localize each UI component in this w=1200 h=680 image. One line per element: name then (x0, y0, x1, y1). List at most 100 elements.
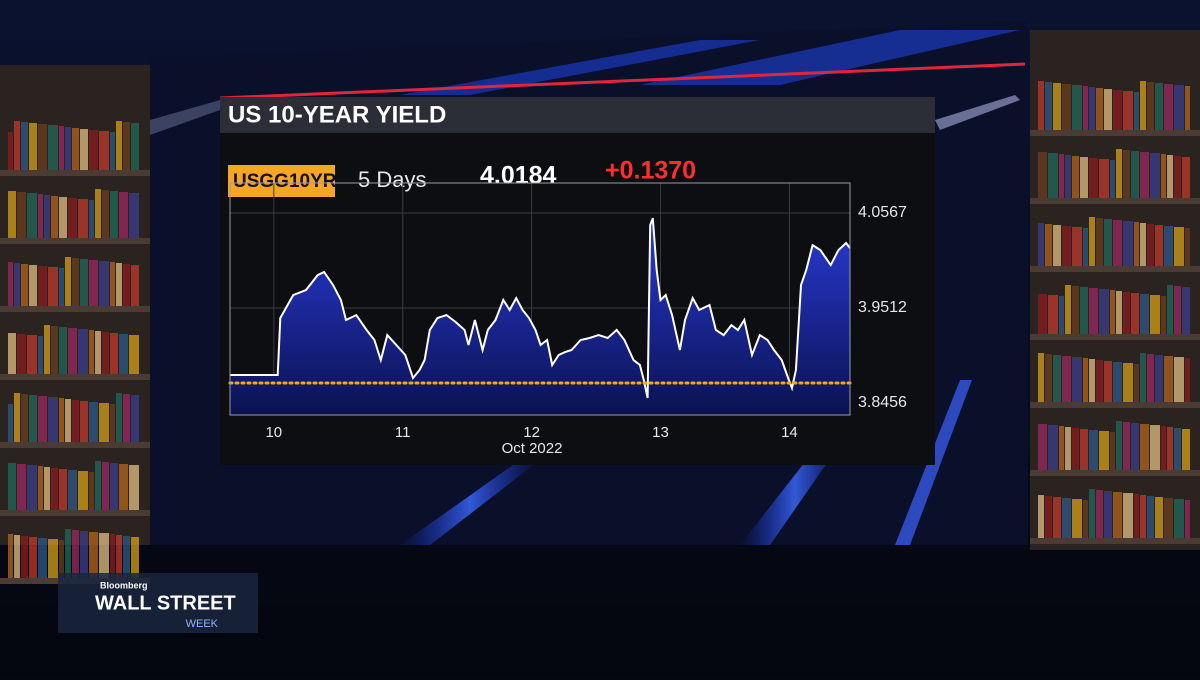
book (59, 126, 64, 170)
book (1140, 81, 1146, 130)
chart-title: US 10-YEAR YIELD (228, 101, 446, 128)
book (1113, 90, 1122, 130)
book (1123, 422, 1130, 470)
book (44, 195, 50, 238)
shelf-board (1030, 334, 1200, 340)
book (8, 333, 16, 374)
x-tick-label: 12 (523, 424, 540, 441)
book (1059, 296, 1064, 334)
book (1053, 225, 1061, 266)
book (1096, 360, 1103, 402)
book (1059, 154, 1064, 198)
book (1123, 221, 1133, 266)
book (8, 463, 16, 510)
book (8, 262, 13, 306)
shelf-board (1030, 266, 1200, 272)
book (1038, 223, 1044, 266)
book (38, 266, 47, 306)
book (1140, 424, 1149, 470)
book (27, 193, 37, 238)
book (48, 397, 58, 442)
book (1164, 356, 1173, 402)
book (131, 123, 139, 170)
book (59, 398, 64, 442)
book (1182, 287, 1190, 334)
book (1089, 359, 1095, 402)
book (1155, 225, 1163, 266)
book (1161, 154, 1166, 198)
book (99, 403, 109, 442)
book (1096, 490, 1103, 538)
book (8, 404, 13, 442)
book (1140, 294, 1149, 334)
book (110, 534, 115, 578)
plot-frame (229, 182, 851, 416)
shelf-board (0, 170, 150, 176)
book (1083, 228, 1088, 266)
book (51, 468, 58, 510)
book (89, 532, 98, 578)
book (1147, 354, 1154, 402)
book (1123, 91, 1133, 130)
book (1110, 290, 1115, 334)
book (8, 191, 16, 238)
book (1065, 427, 1071, 470)
book (1065, 285, 1071, 334)
book (80, 259, 88, 306)
book (116, 393, 122, 442)
logo-subtitle: WEEK (186, 618, 219, 630)
book (51, 326, 58, 374)
book (17, 334, 26, 374)
book (1131, 151, 1139, 198)
book (110, 333, 118, 374)
area (230, 218, 850, 415)
book (14, 263, 20, 306)
book (119, 334, 128, 374)
book (1062, 356, 1071, 402)
book (1167, 285, 1173, 334)
book (1140, 353, 1146, 402)
x-tick-label: 14 (781, 424, 798, 441)
change: +0.1370 (605, 157, 696, 185)
light-streak (935, 95, 1020, 130)
book (99, 533, 109, 578)
book (59, 327, 67, 374)
book (1174, 156, 1181, 198)
light-streak (150, 100, 220, 135)
book (1140, 495, 1146, 538)
book (116, 535, 122, 578)
book (17, 192, 26, 238)
book (1062, 498, 1071, 538)
book (1182, 429, 1190, 470)
book (80, 129, 88, 170)
book (1147, 496, 1154, 538)
book (1065, 155, 1071, 198)
shelf-board (0, 238, 150, 244)
book (1174, 227, 1184, 266)
book (1048, 425, 1058, 470)
book (110, 404, 115, 442)
book (48, 125, 58, 170)
book (1147, 224, 1154, 266)
book (1104, 361, 1112, 402)
book (123, 264, 130, 306)
book (1123, 493, 1133, 538)
book (1048, 153, 1058, 198)
book (102, 332, 109, 374)
book (1038, 353, 1044, 402)
book (80, 531, 88, 578)
book (1038, 424, 1047, 470)
book (1185, 358, 1190, 402)
book (1123, 150, 1130, 198)
book (129, 335, 139, 374)
book (102, 190, 109, 238)
book (1045, 354, 1052, 402)
shelf-board (1030, 470, 1200, 476)
book (1174, 286, 1181, 334)
book (78, 471, 88, 510)
book (48, 267, 58, 306)
book (1089, 288, 1098, 334)
shelf-board (0, 306, 150, 312)
book (1182, 157, 1190, 198)
